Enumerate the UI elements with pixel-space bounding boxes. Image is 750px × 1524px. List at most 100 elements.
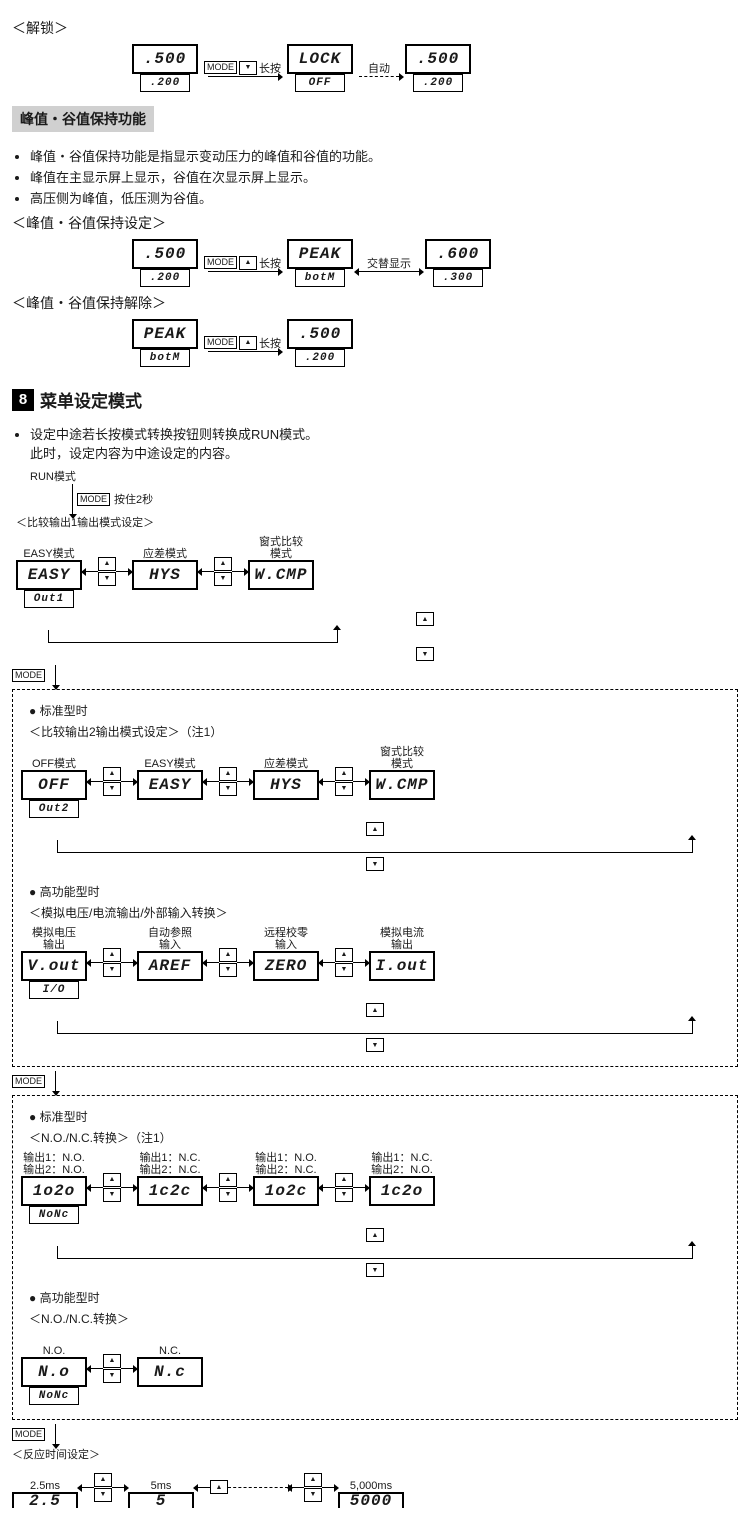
down-icon [103,1188,121,1202]
biarrow [91,1173,133,1202]
lcd-sub: Out2 [29,800,79,818]
peak-set-arrow1: MODE 长按 [204,255,281,272]
lcd-main: HYS [132,560,198,590]
lcd-sub: botM [140,349,190,367]
lcd-main: W.CMP [369,770,435,800]
lcd-main: PEAK [132,319,198,349]
down-icon [366,1263,384,1277]
lbl-line: 输出1：N.O. [23,1152,85,1164]
up-icon [335,1173,353,1187]
out1-loop [48,630,338,643]
out2-a4: 模拟电流 输出 I.out [369,925,435,999]
unlock-row: .500 .200 MODE 长按 LOCK OFF 自动 .500 .200 [12,44,738,92]
col-label: 输出1：N.O.输出2：N.C. [255,1150,317,1176]
section-8-heading: 8 菜单设定模式 [12,387,142,412]
up-icon [103,1173,121,1187]
lcd-main: 2.5 [12,1492,78,1508]
biarrow [207,767,249,796]
mode-button: MODE [204,61,237,74]
lbl-line: 输出1：N.C. [139,1152,200,1164]
lcd-main: .500 [132,239,198,269]
out1-title: ＜比较输出1输出模式设定＞ [16,514,738,530]
mode-step3: MODE [12,1424,738,1444]
nonc-loop-ud [21,1228,729,1242]
up-icon [94,1473,112,1487]
lcd-main: N.c [137,1357,203,1387]
lcd-sub: .200 [140,269,190,287]
down-icon [366,1038,384,1052]
up-icon [210,1480,228,1494]
lcd-sub: .200 [413,74,463,92]
resp-t2: 5ms 5 [128,1466,194,1508]
resp-t3: 5,000ms 5000 [338,1466,404,1508]
out1-c1: EASY模式 EASY Out1 [16,534,82,608]
col-label: 5ms [151,1466,172,1492]
out1-loop-ud2 [112,647,738,661]
section-number: 8 [12,389,34,411]
lcd-main: .500 [405,44,471,74]
sub-title: ＜N.O./N.C.转换＞（注1） [29,1129,729,1146]
out2-a1: 模拟电压 输出 V.out I/O [21,925,87,999]
up-icon [219,1173,237,1187]
out2-loop-ud [21,822,729,836]
col-label: 窗式比较 模式 [259,534,303,560]
biarrow [207,948,249,977]
down-icon [103,1369,121,1383]
nonc-a1: N.O. N.o NoNc [21,1331,87,1405]
lcd-sub: Out1 [24,590,74,608]
out2-c4: 窗式比较 模式 W.CMP [369,744,435,818]
up-icon [366,1003,384,1017]
lcd-sub: botM [295,269,345,287]
out2-c2: EASY模式 EASY [137,744,203,818]
col-label: 窗式比较 模式 [380,744,424,770]
nonc-c3: 输出1：N.O.输出2：N.C. 1o2c [253,1150,319,1224]
nonc-loop [57,1246,693,1259]
biarrow [202,557,244,586]
biarrow [91,948,133,977]
peak-set-d2: PEAK botM [287,239,353,287]
up-icon [335,767,353,781]
nonc-adv-row: N.O. N.o NoNc N.C. N.c [21,1331,729,1405]
biarrow [323,948,365,977]
out2-adv-row: 模拟电压 输出 V.out I/O 自动参照 输入 AREF 远程校零 输入 Z… [21,925,729,999]
up-icon [366,1228,384,1242]
col-label: 模拟电流 输出 [380,925,424,951]
out2-loop-ud2 [21,857,729,871]
bullet: 峰值在主显示屏上显示，谷值在次显示屏上显示。 [30,167,738,186]
up-icon [103,767,121,781]
down-icon [416,647,434,661]
lcd-main: .500 [132,44,198,74]
peak-badge: 峰值・谷值保持功能 [12,106,154,132]
lcd-sub: OFF [295,74,345,92]
out2-adv-loop [57,1021,693,1034]
lcd-main: AREF [137,951,203,981]
sec8-notes: 设定中途若长按模式转换按钮则转换成RUN模式。 此时，设定内容为中途设定的内容。 [12,424,738,462]
down-icon [94,1488,112,1502]
mode-button: MODE [12,669,45,682]
peak-set-arrow2: 交替显示 [359,255,419,272]
up-icon [219,767,237,781]
hold-text: 按住2秒 [114,491,153,507]
lcd-sub: I/O [29,981,79,999]
lcd-main: PEAK [287,239,353,269]
note-text: 此时，设定内容为中途设定的内容。 [30,446,238,461]
nonc-std-row: 输出1：N.O.输出2：N.O. 1o2o NoNc 输出1：N.C.输出2：N… [21,1150,729,1224]
down-icon [239,61,257,75]
biarrow [292,1473,334,1502]
biarrow [82,1473,124,1502]
peak-set-title: ＜峰值・谷值保持设定＞ [12,213,738,233]
nonc-c1: 输出1：N.O.输出2：N.O. 1o2o NoNc [21,1150,87,1224]
lcd-main: ZERO [253,951,319,981]
biarrow [91,1354,133,1383]
unlock-d3: .500 .200 [405,44,471,92]
col-label: N.O. [43,1331,66,1357]
peak-set-d3: .600 .300 [425,239,491,287]
unlock-arrow1: MODE 长按 [204,60,281,77]
down-arrow [55,665,56,685]
peak-rel-d2: .500 .200 [287,319,353,367]
std-title: ● 标准型时 [29,1108,729,1125]
out2-c1: OFF模式 OFF Out2 [21,744,87,818]
biarrow [207,1173,249,1202]
out2-c3: 应差模式 HYS [253,744,319,818]
lcd-main: EASY [137,770,203,800]
